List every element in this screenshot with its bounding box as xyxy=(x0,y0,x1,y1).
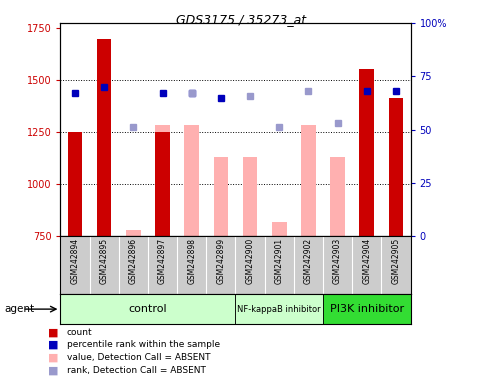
Bar xyxy=(359,69,374,236)
Bar xyxy=(236,294,323,324)
Text: PI3K inhibitor: PI3K inhibitor xyxy=(330,304,404,314)
Bar xyxy=(323,294,411,324)
Text: GSM242901: GSM242901 xyxy=(275,238,284,284)
Text: GSM242903: GSM242903 xyxy=(333,238,342,284)
Text: GSM242900: GSM242900 xyxy=(245,238,255,284)
Text: value, Detection Call = ABSENT: value, Detection Call = ABSENT xyxy=(67,353,210,362)
Text: rank, Detection Call = ABSENT: rank, Detection Call = ABSENT xyxy=(67,366,206,375)
Bar xyxy=(213,157,228,236)
Text: ■: ■ xyxy=(48,340,59,350)
Text: GDS3175 / 35273_at: GDS3175 / 35273_at xyxy=(176,13,307,26)
Bar xyxy=(185,125,199,236)
Bar xyxy=(60,294,236,324)
Bar xyxy=(155,125,170,236)
Text: GSM242904: GSM242904 xyxy=(362,238,371,284)
Bar xyxy=(243,157,257,236)
Text: control: control xyxy=(128,304,167,314)
Text: NF-kappaB inhibitor: NF-kappaB inhibitor xyxy=(238,305,321,314)
Text: agent: agent xyxy=(5,304,35,314)
Text: ■: ■ xyxy=(48,353,59,362)
Bar xyxy=(272,222,286,236)
Text: GSM242905: GSM242905 xyxy=(391,238,400,284)
Text: ■: ■ xyxy=(48,365,59,375)
Text: GSM242902: GSM242902 xyxy=(304,238,313,284)
Text: GSM242894: GSM242894 xyxy=(71,238,80,284)
Text: GSM242898: GSM242898 xyxy=(187,238,196,284)
Bar xyxy=(155,132,170,236)
Text: percentile rank within the sample: percentile rank within the sample xyxy=(67,340,220,349)
Text: GSM242899: GSM242899 xyxy=(216,238,226,284)
Text: GSM242895: GSM242895 xyxy=(99,238,109,284)
Text: ■: ■ xyxy=(48,327,59,337)
Text: GSM242897: GSM242897 xyxy=(158,238,167,284)
Bar xyxy=(330,157,345,236)
Bar xyxy=(97,39,112,236)
Bar xyxy=(301,125,316,236)
Bar xyxy=(68,132,82,236)
Text: GSM242896: GSM242896 xyxy=(129,238,138,284)
Text: count: count xyxy=(67,328,92,337)
Bar xyxy=(389,98,403,236)
Bar xyxy=(126,230,141,236)
